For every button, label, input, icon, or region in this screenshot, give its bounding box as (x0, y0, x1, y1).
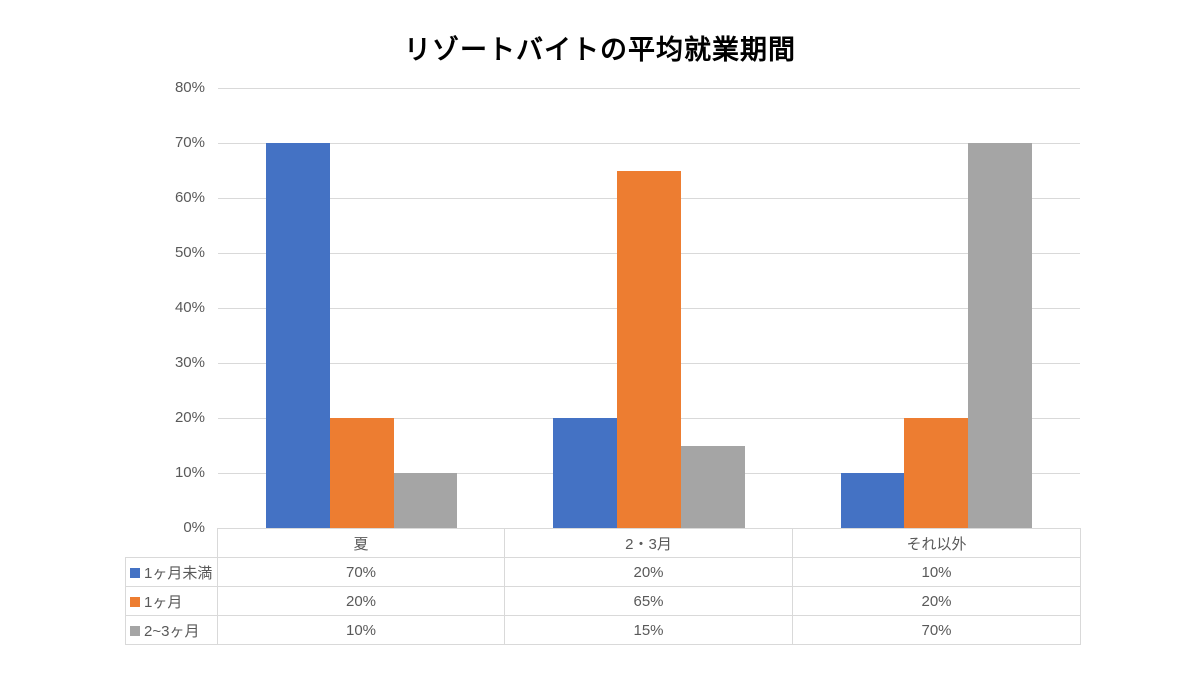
category-header-1: 2・3月 (504, 528, 793, 558)
legend-label-2: 2~3ヶ月 (125, 615, 218, 645)
table-corner-cell (126, 529, 218, 558)
y-axis-tick-80pct: 80% (174, 79, 205, 96)
table-row: 1ヶ月未満 70% 20% 10% (125, 557, 1081, 587)
bar-series0-category1 (553, 418, 618, 528)
y-axis-tick-40pct: 40% (174, 299, 205, 316)
value-cell-r1-c1: 65% (504, 586, 793, 616)
bar-series1-category1 (617, 170, 681, 528)
value-cell-r0-c0: 70% (217, 557, 505, 587)
y-axis-tick-10pct: 10% (174, 464, 205, 481)
legend-swatch-icon (130, 596, 140, 607)
bar-series1-category0 (329, 418, 394, 528)
data-table-legend: 夏 2・3月 それ以外 1ヶ月未満 70% 20% 10% 1ヶ月 20% 65% 20% 2~3ヶ月… (125, 528, 1081, 645)
category-header-2: それ以外 (792, 528, 1081, 558)
category-header-0: 夏 (217, 528, 505, 558)
bar-series2-category0 (393, 473, 458, 528)
value-cell-r1-c0: 20% (217, 586, 505, 616)
table-row: 1ヶ月 20% 65% 20% (125, 586, 1081, 616)
table-header-row: 夏 2・3月 それ以外 (126, 528, 1081, 558)
y-axis-tick-50pct: 50% (174, 244, 205, 261)
gridline-80pct (218, 88, 1080, 89)
legend-swatch-icon (130, 567, 140, 578)
legend-label-0: 1ヶ月未満 (125, 557, 218, 587)
y-axis-tick-70pct: 70% (174, 134, 205, 151)
bar-series0-category2 (840, 473, 905, 528)
plot-area (218, 88, 1080, 528)
legend-swatch-icon (130, 625, 140, 636)
value-cell-r2-c2: 70% (792, 615, 1081, 645)
y-axis-tick-30pct: 30% (174, 354, 205, 371)
value-cell-r0-c1: 20% (504, 557, 793, 587)
gridline-70pct (218, 143, 1080, 144)
bar-series0-category0 (265, 143, 330, 528)
value-cell-r2-c0: 10% (217, 615, 505, 645)
bar-series2-category2 (968, 143, 1033, 528)
legend-label-1: 1ヶ月 (125, 586, 218, 616)
bar-series2-category1 (680, 445, 745, 528)
value-cell-r2-c1: 15% (504, 615, 793, 645)
value-cell-r1-c2: 20% (792, 586, 1081, 616)
y-axis-tick-0pct: 0% (183, 519, 205, 536)
chart-title: リゾートバイトの平均就業期間 (404, 35, 796, 65)
value-cell-r0-c2: 10% (792, 557, 1081, 587)
table-row: 2~3ヶ月 10% 15% 70% (125, 615, 1081, 645)
y-axis-tick-60pct: 60% (174, 189, 205, 206)
bar-series1-category2 (904, 418, 969, 528)
y-axis-tick-20pct: 20% (174, 409, 205, 426)
